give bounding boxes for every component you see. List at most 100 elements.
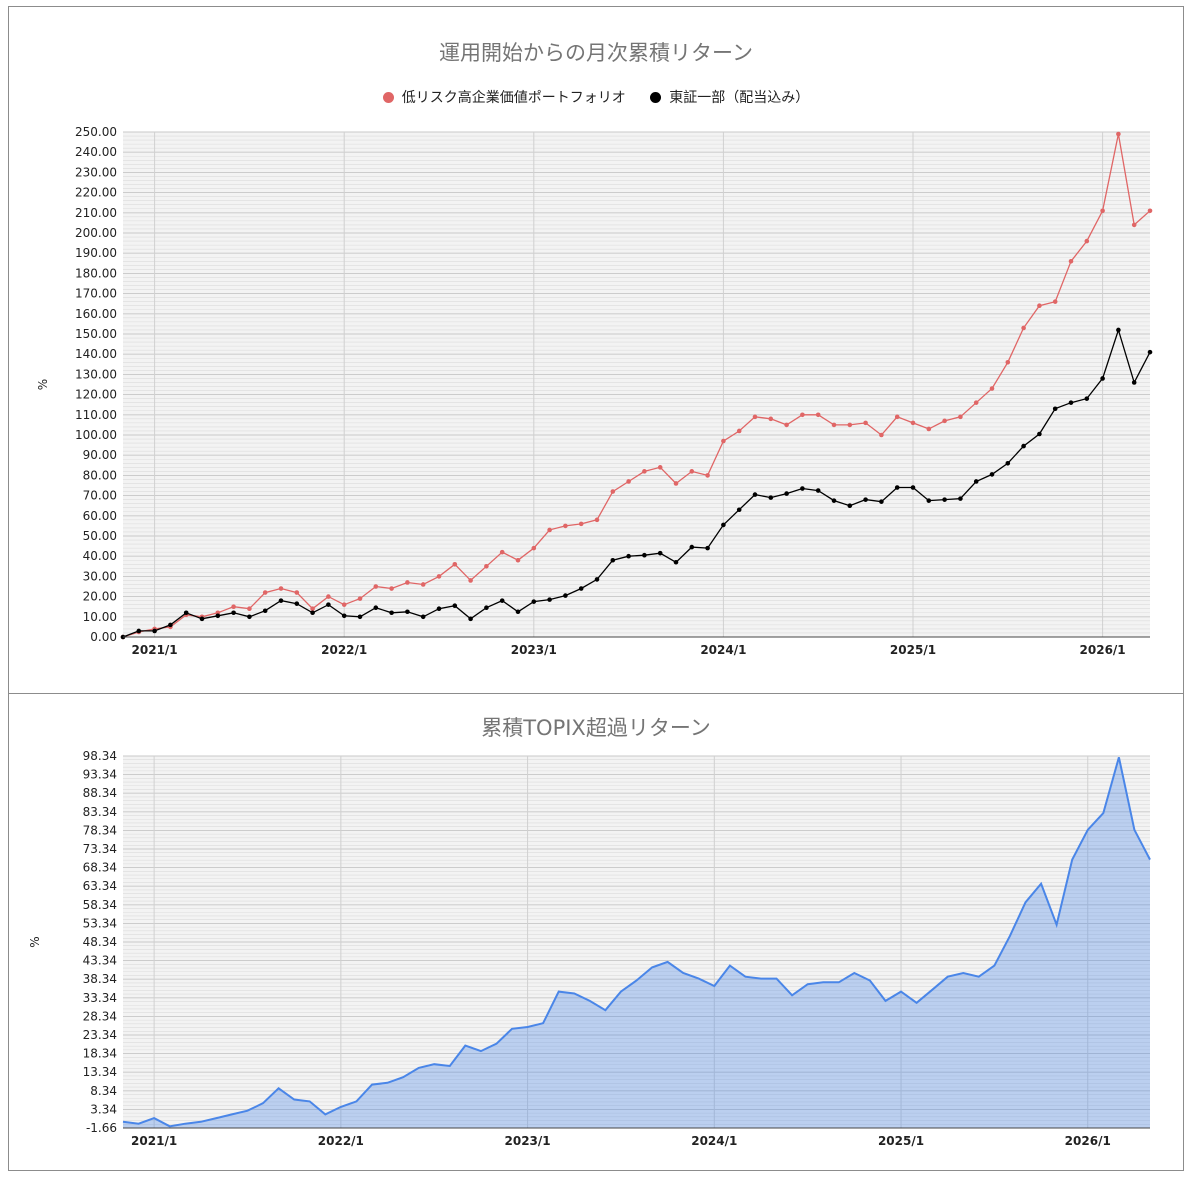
data-point[interactable] [705, 473, 710, 478]
legend-item-topix[interactable]: 東証一部（配当込み） [650, 87, 809, 107]
data-point[interactable] [452, 603, 458, 608]
data-point[interactable] [405, 580, 410, 585]
data-point[interactable] [468, 616, 473, 622]
data-point[interactable] [547, 527, 552, 533]
data-point[interactable] [326, 602, 331, 607]
data-point[interactable] [1037, 431, 1042, 437]
data-point[interactable] [199, 616, 205, 622]
data-point[interactable] [894, 485, 900, 490]
data-point[interactable] [926, 498, 932, 503]
data-point[interactable] [247, 614, 252, 620]
data-point[interactable] [989, 386, 995, 391]
data-point[interactable] [341, 613, 347, 619]
data-point[interactable] [578, 586, 584, 591]
data-point[interactable] [278, 586, 284, 591]
data-point[interactable] [168, 622, 173, 628]
data-point[interactable] [705, 545, 710, 551]
data-point[interactable] [689, 544, 695, 550]
data-point[interactable] [657, 550, 663, 556]
data-point[interactable] [499, 598, 505, 603]
data-point[interactable] [247, 606, 252, 612]
data-point[interactable] [262, 608, 268, 614]
data-point[interactable] [721, 438, 726, 444]
data-point[interactable] [389, 586, 394, 591]
data-point[interactable] [389, 610, 394, 616]
data-point[interactable] [657, 465, 663, 470]
data-point[interactable] [1052, 299, 1058, 304]
data-point[interactable] [373, 605, 379, 611]
data-point[interactable] [768, 495, 774, 500]
data-point[interactable] [357, 614, 363, 620]
data-point[interactable] [1116, 131, 1121, 137]
data-point[interactable] [405, 609, 410, 615]
data-point[interactable] [515, 609, 521, 615]
data-point[interactable] [942, 497, 947, 502]
data-point[interactable] [326, 594, 331, 599]
data-point[interactable] [468, 578, 473, 583]
data-point[interactable] [1037, 303, 1042, 309]
data-point[interactable] [420, 614, 426, 620]
data-point[interactable] [800, 412, 805, 418]
data-point[interactable] [310, 606, 315, 612]
data-point[interactable] [1052, 406, 1058, 412]
data-point[interactable] [973, 400, 979, 405]
data-point[interactable] [373, 584, 379, 589]
data-point[interactable] [1131, 222, 1137, 228]
data-point[interactable] [736, 507, 742, 513]
data-point[interactable] [484, 564, 489, 569]
data-point[interactable] [768, 416, 774, 422]
data-point[interactable] [563, 523, 568, 529]
data-point[interactable] [863, 497, 868, 502]
data-point[interactable] [642, 552, 647, 558]
data-point[interactable] [1147, 208, 1153, 214]
data-point[interactable] [1005, 359, 1011, 365]
data-point[interactable] [215, 613, 221, 619]
data-point[interactable] [436, 606, 442, 612]
data-point[interactable] [926, 426, 932, 432]
data-point[interactable] [547, 597, 552, 602]
data-point[interactable] [1147, 349, 1153, 355]
data-point[interactable] [531, 545, 537, 551]
data-point[interactable] [784, 491, 789, 496]
data-point[interactable] [626, 553, 631, 559]
data-point[interactable] [752, 414, 758, 420]
data-point[interactable] [847, 422, 853, 428]
data-point[interactable] [515, 557, 521, 563]
data-point[interactable] [642, 469, 647, 474]
data-point[interactable] [578, 521, 584, 527]
data-point[interactable] [1084, 238, 1090, 244]
data-point[interactable] [341, 602, 347, 607]
legend-item-portfolio[interactable]: 低リスク高企業価値ポートフォリオ [382, 87, 626, 107]
data-point[interactable] [1005, 460, 1011, 466]
data-point[interactable] [831, 422, 837, 428]
data-point[interactable] [594, 517, 600, 523]
data-point[interactable] [231, 604, 236, 609]
data-point[interactable] [452, 561, 458, 567]
data-point[interactable] [594, 577, 600, 582]
data-point[interactable] [689, 469, 695, 474]
data-point[interactable] [879, 432, 884, 438]
data-point[interactable] [183, 610, 189, 616]
data-point[interactable] [357, 596, 363, 601]
data-point[interactable] [1084, 396, 1090, 401]
data-point[interactable] [420, 582, 426, 587]
data-point[interactable] [499, 549, 505, 555]
data-point[interactable] [958, 496, 963, 501]
data-point[interactable] [278, 598, 284, 603]
data-point[interactable] [910, 420, 916, 426]
data-point[interactable] [800, 486, 805, 491]
data-point[interactable] [484, 605, 489, 611]
data-point[interactable] [721, 522, 726, 528]
data-point[interactable] [610, 489, 616, 494]
data-point[interactable] [879, 499, 884, 504]
data-point[interactable] [831, 498, 837, 503]
data-point[interactable] [231, 610, 236, 616]
data-point[interactable] [436, 574, 442, 579]
data-point[interactable] [262, 590, 268, 595]
data-point[interactable] [847, 503, 853, 509]
data-point[interactable] [973, 479, 979, 484]
data-point[interactable] [294, 601, 300, 606]
data-point[interactable] [1100, 376, 1105, 381]
data-point[interactable] [310, 610, 315, 616]
data-point[interactable] [1131, 380, 1137, 385]
